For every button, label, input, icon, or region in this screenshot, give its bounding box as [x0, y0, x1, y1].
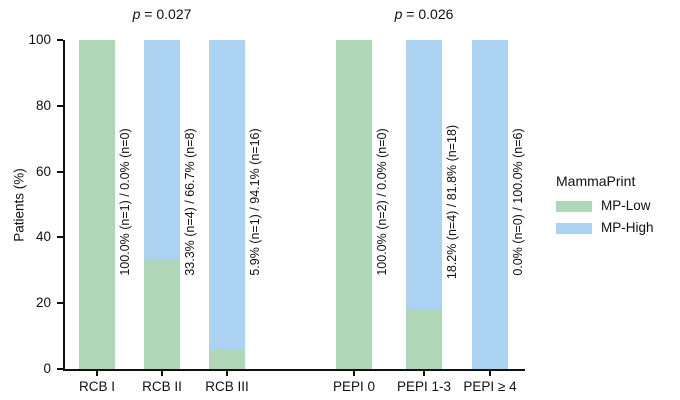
- y-axis-line: [63, 40, 65, 369]
- x-tick-mark: [226, 371, 228, 376]
- bar-value-label: 100.0% (n=1) / 0.0% (n=0): [118, 127, 132, 276]
- x-category-label: RCB II: [142, 379, 182, 394]
- bar-value-label: 5.9% (n=1) / 94.1% (n=16): [248, 127, 262, 276]
- x-tick-mark: [489, 371, 491, 376]
- x-tick-mark: [96, 371, 98, 376]
- legend-item-mp-high: MP-High: [556, 221, 654, 235]
- bar-segment-mp-high: [144, 40, 180, 260]
- y-tick-mark: [57, 368, 63, 370]
- y-tick-label: 40: [35, 229, 51, 245]
- p-value-annotation: p = 0.026: [394, 6, 454, 22]
- legend-swatch-mp-high: [556, 222, 592, 234]
- legend-item-mp-low: MP-Low: [556, 199, 654, 213]
- y-tick-label: 60: [35, 163, 51, 179]
- bar-segment-mp-high: [472, 40, 508, 369]
- bar-segment-mp-low: [209, 349, 245, 369]
- bar-segment-mp-high: [209, 40, 245, 350]
- x-category-label: PEPI 1-3: [396, 379, 452, 394]
- legend-swatch-mp-low: [556, 200, 592, 212]
- x-category-label: RCB III: [205, 379, 249, 394]
- bar-value-label: 33.3% (n=4) / 66.7% (n=8): [183, 127, 197, 276]
- legend-label: MP-Low: [601, 198, 651, 213]
- y-tick-mark: [57, 236, 63, 239]
- x-tick-mark: [353, 371, 355, 376]
- legend-items: MP-Low MP-High: [556, 199, 654, 235]
- plot-area: 0 20 40 60 80 100 RCB I 100.0% (n=1) / 0.0% (n=…: [28, 6, 525, 394]
- legend-label: MP-High: [601, 220, 654, 235]
- x-category-label: PEPI 0: [332, 379, 376, 394]
- bar-value-label: 100.0% (n=2) / 0.0% (n=0): [375, 127, 389, 276]
- bar-value-label: 18.2% (n=4) / 81.8% (n=18): [445, 124, 459, 279]
- x-axis-line: [63, 369, 525, 371]
- legend-title: MammaPrint: [556, 173, 636, 189]
- y-tick-label: 80: [35, 97, 51, 113]
- y-tick-mark: [57, 104, 63, 107]
- x-tick-mark: [423, 371, 425, 376]
- y-tick-mark: [57, 39, 63, 41]
- bar-segment-mp-low: [336, 40, 372, 369]
- bar-segment-mp-low: [79, 40, 115, 369]
- bar-value-label: 0.0% (n=0) / 100.0% (n=6): [511, 127, 525, 276]
- bar-segment-mp-low: [406, 309, 442, 369]
- x-category-label: RCB I: [78, 379, 115, 394]
- p-value-annotation: p = 0.027: [132, 6, 192, 22]
- bar-segment-mp-high: [406, 40, 442, 310]
- y-tick-label: 0: [43, 361, 51, 376]
- y-tick-mark: [57, 302, 63, 305]
- x-tick-mark: [161, 371, 163, 376]
- y-tick-label: 100: [28, 32, 51, 47]
- bar-segment-mp-low: [144, 259, 180, 369]
- x-category-label: PEPI ≥ 4: [463, 379, 517, 394]
- y-tick-mark: [57, 170, 63, 173]
- legend: MammaPrint MP-Low MP-High: [556, 173, 654, 243]
- y-tick-label: 20: [35, 295, 51, 311]
